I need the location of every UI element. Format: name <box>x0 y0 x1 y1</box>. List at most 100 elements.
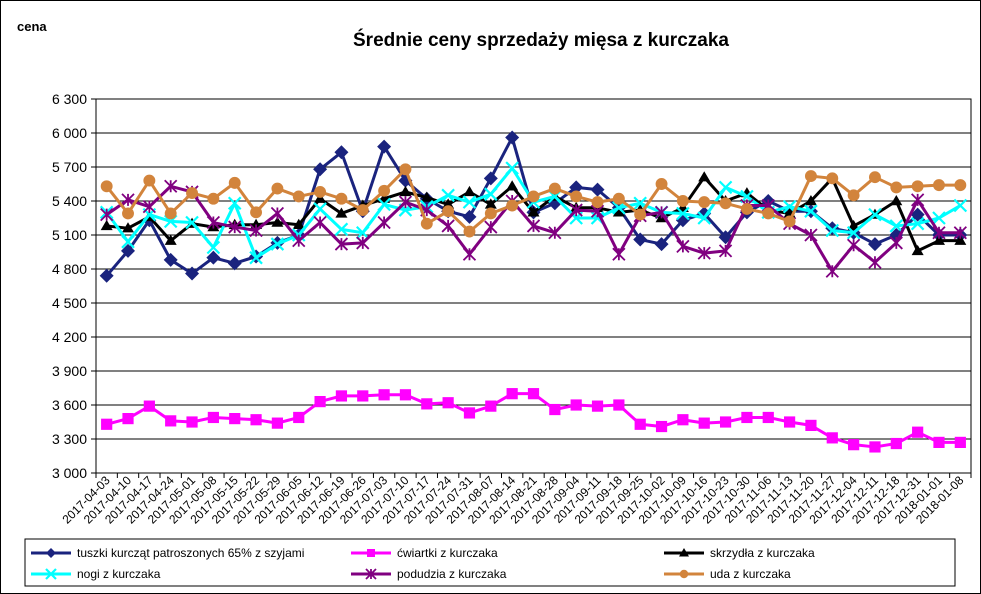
data-point <box>676 195 689 207</box>
data-point <box>249 223 263 238</box>
data-point <box>612 206 625 217</box>
data-point <box>612 201 626 215</box>
y-tick-label: 3 000 <box>52 465 87 481</box>
data-point <box>954 179 967 192</box>
series-6 <box>100 163 967 238</box>
data-point <box>868 207 882 222</box>
data-point <box>484 207 497 220</box>
data-point <box>867 237 882 252</box>
data-point <box>762 411 774 424</box>
data-point <box>462 209 477 224</box>
data-point <box>270 206 285 221</box>
data-point <box>804 228 818 242</box>
data-point <box>889 236 903 250</box>
data-point <box>527 206 540 217</box>
data-point <box>826 432 838 444</box>
data-point <box>378 184 391 197</box>
data-point <box>506 388 518 400</box>
data-point <box>121 193 135 207</box>
data-point <box>122 413 134 425</box>
data-point <box>505 161 519 175</box>
data-point <box>378 389 390 401</box>
data-point <box>185 215 199 230</box>
data-point <box>848 439 860 451</box>
data-point <box>634 418 646 430</box>
data-point <box>334 222 349 237</box>
data-point <box>932 226 946 240</box>
data-point <box>847 219 860 231</box>
data-point <box>655 420 668 433</box>
data-point <box>825 223 840 238</box>
data-point <box>570 190 583 203</box>
legend-entry: nogi z kurczaka <box>31 567 161 581</box>
data-point <box>933 436 945 448</box>
data-point <box>697 246 711 260</box>
data-point <box>484 220 498 234</box>
data-point <box>334 237 349 251</box>
data-point <box>527 388 540 400</box>
data-point <box>912 426 924 438</box>
y-tick-label: 4 200 <box>52 329 87 345</box>
data-point <box>677 414 689 426</box>
data-point <box>718 180 733 195</box>
data-point <box>954 436 966 448</box>
data-point <box>442 397 454 409</box>
data-point <box>932 234 945 245</box>
legend-box <box>24 538 956 587</box>
data-point <box>271 216 284 227</box>
data-point <box>143 174 156 187</box>
data-point <box>357 390 369 402</box>
data-point <box>783 215 796 228</box>
data-point <box>420 191 433 202</box>
data-point <box>100 207 114 222</box>
data-point <box>485 400 497 412</box>
legend: tuszki kurcząt patroszonych 65% z szyjam… <box>24 538 956 587</box>
data-point <box>377 139 392 154</box>
data-point <box>463 185 476 197</box>
data-point <box>228 176 241 189</box>
data-point <box>679 569 689 579</box>
data-point <box>99 268 114 283</box>
data-point <box>911 244 924 256</box>
data-point <box>932 211 946 225</box>
data-point <box>804 195 817 206</box>
data-point <box>314 396 326 408</box>
data-point <box>506 180 519 191</box>
data-point <box>590 182 605 197</box>
y-axis-label: cena <box>17 19 47 34</box>
y-tick-label: 5 400 <box>52 193 87 209</box>
legend-entry: uda z kurczaka <box>664 567 791 581</box>
data-point <box>634 208 647 221</box>
series-lines <box>99 130 968 453</box>
series-5 <box>100 179 967 278</box>
data-point <box>46 548 56 558</box>
data-point <box>421 398 433 410</box>
data-point <box>186 187 198 200</box>
data-point <box>549 403 561 416</box>
data-point <box>164 179 178 193</box>
data-point <box>250 414 262 426</box>
data-point <box>100 180 113 193</box>
axes <box>95 98 972 478</box>
data-point <box>633 232 648 247</box>
data-point <box>292 234 306 248</box>
data-point <box>933 179 945 192</box>
data-point <box>953 226 967 240</box>
data-point <box>570 399 582 411</box>
data-point <box>484 187 498 201</box>
data-point <box>654 237 669 252</box>
data-point <box>365 568 377 580</box>
data-point <box>826 172 839 185</box>
data-point <box>654 205 669 219</box>
data-point <box>655 178 668 190</box>
data-point <box>122 222 135 233</box>
data-point <box>227 256 242 271</box>
legend-entry: ćwiartki z kurczaka <box>351 546 498 560</box>
data-point <box>505 130 520 145</box>
data-point <box>355 225 370 240</box>
data-point <box>313 162 328 177</box>
data-point <box>250 206 263 219</box>
series-3 <box>100 171 967 256</box>
